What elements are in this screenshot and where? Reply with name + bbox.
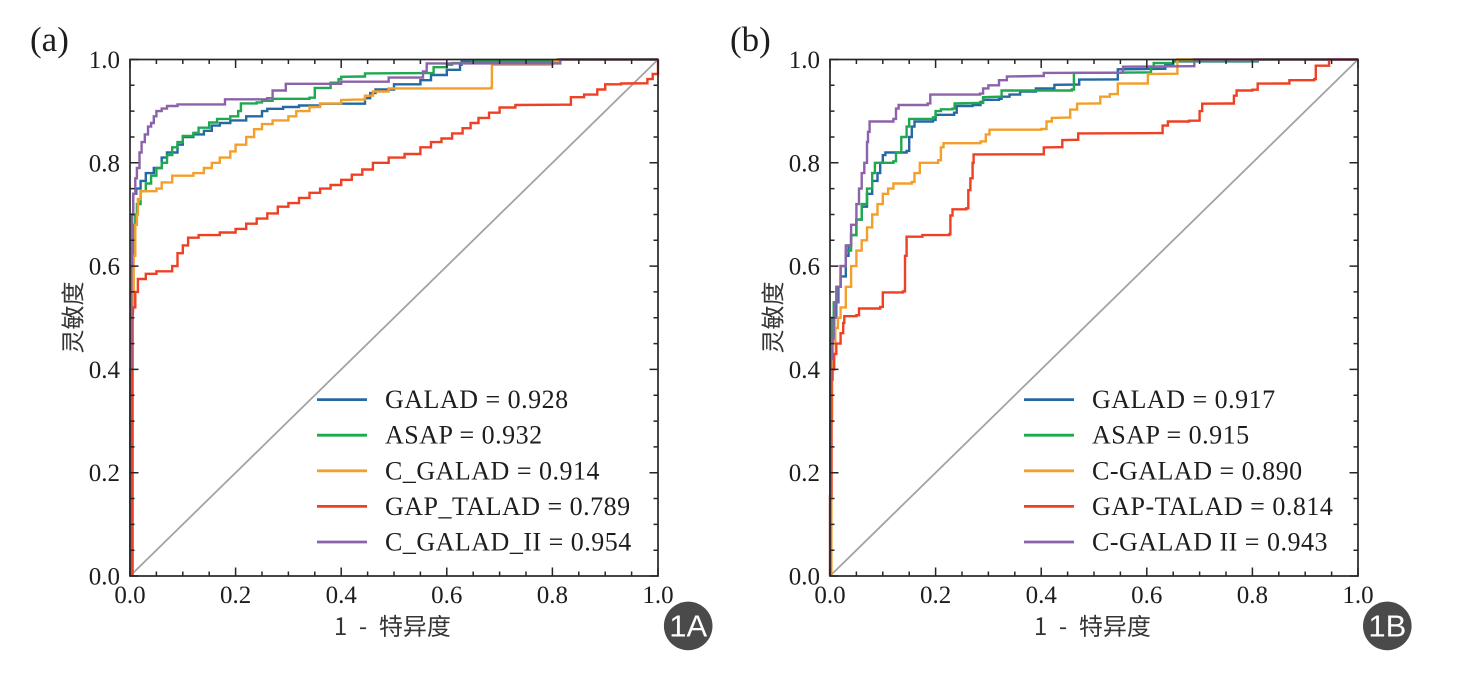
svg-text:GAP-TALAD = 0.814: GAP-TALAD = 0.814	[1092, 492, 1333, 521]
svg-text:C_GALAD = 0.914: C_GALAD = 0.914	[385, 456, 600, 485]
svg-text:0.6: 0.6	[789, 254, 820, 281]
svg-text:1.0: 1.0	[89, 47, 120, 74]
svg-text:1A: 1A	[669, 609, 707, 644]
svg-text:0.2: 0.2	[920, 582, 951, 609]
svg-text:0.8: 0.8	[789, 150, 820, 177]
svg-text:0.6: 0.6	[89, 254, 120, 281]
svg-text:0.8: 0.8	[89, 150, 120, 177]
svg-text:C-GALAD = 0.890: C-GALAD = 0.890	[1092, 456, 1303, 485]
svg-text:(b): (b)	[730, 20, 771, 59]
svg-text:1.0: 1.0	[789, 47, 820, 74]
svg-text:1.0: 1.0	[642, 582, 673, 609]
svg-text:GALAD = 0.917: GALAD = 0.917	[1092, 385, 1276, 414]
svg-text:0.8: 0.8	[537, 582, 568, 609]
svg-text:GAP_TALAD = 0.789: GAP_TALAD = 0.789	[385, 492, 631, 521]
svg-text:0.6: 0.6	[1131, 582, 1162, 609]
svg-text:0.0: 0.0	[789, 564, 820, 591]
svg-text:0.6: 0.6	[431, 582, 462, 609]
svg-text:ASAP = 0.932: ASAP = 0.932	[385, 421, 543, 450]
svg-text:0.2: 0.2	[89, 460, 120, 487]
svg-text:0.0: 0.0	[114, 582, 145, 609]
svg-text:0.0: 0.0	[814, 582, 845, 609]
svg-text:0.4: 0.4	[326, 582, 358, 609]
svg-text:1.0: 1.0	[1342, 582, 1373, 609]
svg-text:GALAD = 0.928: GALAD = 0.928	[385, 385, 569, 414]
svg-text:0.2: 0.2	[220, 582, 251, 609]
svg-text:C-GALAD II = 0.943: C-GALAD II = 0.943	[1092, 528, 1328, 557]
svg-text:0.4: 0.4	[789, 357, 821, 384]
svg-text:0.2: 0.2	[789, 460, 820, 487]
svg-text:0.0: 0.0	[89, 564, 120, 591]
svg-text:0.4: 0.4	[89, 357, 121, 384]
svg-text:0.8: 0.8	[1237, 582, 1268, 609]
svg-text:1B: 1B	[1368, 609, 1406, 644]
svg-text:(a): (a)	[30, 20, 69, 59]
svg-text:0.4: 0.4	[1026, 582, 1058, 609]
svg-text:ASAP = 0.915: ASAP = 0.915	[1092, 421, 1250, 450]
svg-text:C_GALAD_II = 0.954: C_GALAD_II = 0.954	[385, 528, 632, 557]
